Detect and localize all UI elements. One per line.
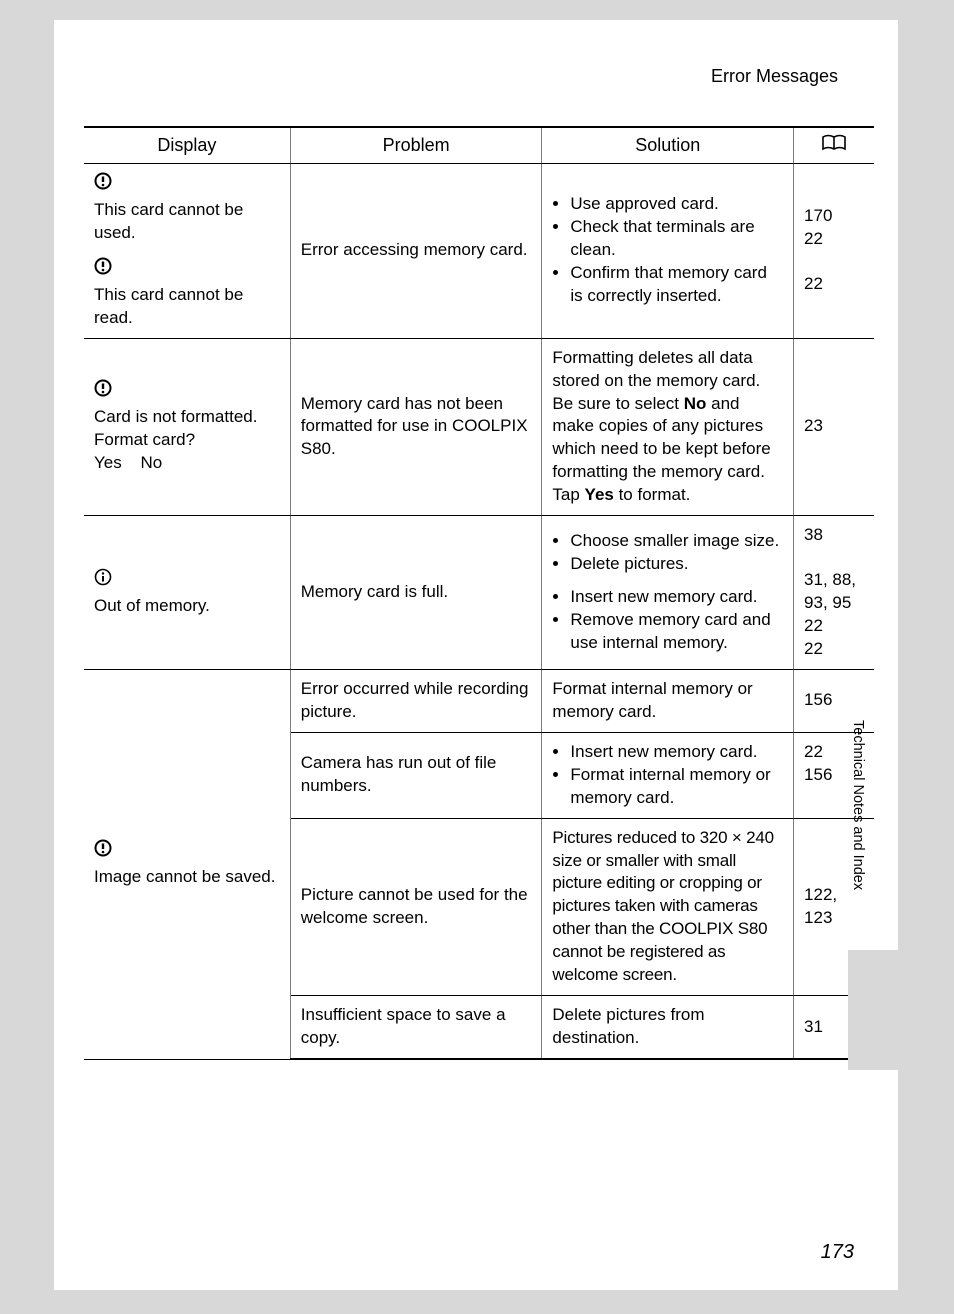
cell-solution: Format internal memory or memory card.	[542, 669, 794, 732]
page-ref: 22	[804, 228, 864, 251]
table-row: This card cannot be used. This card cann…	[84, 164, 874, 339]
page-number: 173	[821, 1241, 854, 1264]
page-ref: 170	[804, 205, 864, 228]
solution-item: Insert new memory card.	[570, 741, 783, 764]
display-text: Format card?	[94, 430, 195, 449]
solution-item: Remove memory card and use internal memo…	[570, 609, 783, 655]
solution-item: Insert new memory card.	[570, 586, 783, 609]
col-display: Display	[84, 127, 290, 164]
cell-problem: Memory card has not been formatted for u…	[290, 338, 542, 516]
display-text: Out of memory.	[94, 596, 210, 615]
solution-item: Confirm that memory card is correctly in…	[570, 262, 783, 308]
solution-item: Choose smaller image size.	[570, 530, 783, 553]
display-text: Card is not formatted.	[94, 407, 257, 426]
cell-display: This card cannot be used. This card cann…	[84, 164, 290, 339]
book-icon	[821, 134, 847, 157]
cell-solution: Formatting deletes all data stored on th…	[542, 338, 794, 516]
col-problem: Problem	[290, 127, 542, 164]
page-ref: 22	[804, 638, 864, 661]
cell-problem: Camera has run out of file numbers.	[290, 732, 542, 818]
section-title: Error Messages	[711, 66, 838, 87]
cell-problem: Picture cannot be used for the welcome s…	[290, 818, 542, 996]
info-icon	[94, 568, 112, 593]
cell-reference: 170 22 22	[794, 164, 874, 339]
manual-page: Error Messages Display Problem Solution	[54, 20, 898, 1290]
cell-reference: 38 31, 88, 93, 95 22 22	[794, 516, 874, 670]
side-chapter-label: Technical Notes and Index	[850, 720, 866, 890]
table-row: Out of memory. Memory card is full. Choo…	[84, 516, 874, 670]
cell-solution: Insert new memory card. Format internal …	[542, 732, 794, 818]
error-messages-table: Display Problem Solution This card canno…	[84, 126, 874, 1060]
col-reference	[794, 127, 874, 164]
solution-item: Format internal memory or memory card.	[570, 764, 783, 810]
page-ref: 31, 88, 93, 95	[804, 569, 864, 615]
cell-problem: Insufficient space to save a copy.	[290, 996, 542, 1059]
table-row: Card is not formatted. Format card? Yes …	[84, 338, 874, 516]
table-row: Image cannot be saved. Error occurred wh…	[84, 669, 874, 732]
solution-item: Use approved card.	[570, 193, 783, 216]
table-header-row: Display Problem Solution	[84, 127, 874, 164]
solution-text: to format.	[614, 485, 691, 504]
bold-no: No	[684, 394, 707, 413]
cell-solution: Choose smaller image size. Delete pictur…	[542, 516, 794, 670]
warning-icon	[94, 839, 112, 864]
warning-icon	[94, 257, 112, 282]
option-yes: Yes	[94, 452, 122, 475]
page-ref: 22	[804, 615, 864, 638]
cell-problem: Error occurred while recording picture.	[290, 669, 542, 732]
cell-problem: Memory card is full.	[290, 516, 542, 670]
display-text: This card cannot be used.	[94, 200, 243, 242]
cell-solution: Delete pictures from destination.	[542, 996, 794, 1059]
cell-solution: Pictures reduced to 320 × 240 size or sm…	[542, 818, 794, 996]
cell-display: Out of memory.	[84, 516, 290, 670]
cell-reference: 23	[794, 338, 874, 516]
cell-display: Image cannot be saved.	[84, 669, 290, 1059]
solution-item: Check that terminals are clean.	[570, 216, 783, 262]
side-thumb-tab	[848, 950, 898, 1070]
display-text: This card cannot be read.	[94, 285, 243, 327]
cell-solution: Use approved card. Check that terminals …	[542, 164, 794, 339]
cell-display: Card is not formatted. Format card? Yes …	[84, 338, 290, 516]
option-no: No	[140, 452, 162, 475]
page-ref: 38	[804, 524, 864, 547]
display-text: Image cannot be saved.	[94, 867, 275, 886]
warning-icon	[94, 379, 112, 404]
col-solution: Solution	[542, 127, 794, 164]
bold-yes: Yes	[585, 485, 614, 504]
solution-item: Delete pictures.	[570, 553, 783, 576]
page-ref: 22	[804, 273, 864, 296]
warning-icon	[94, 172, 112, 197]
cell-problem: Error accessing memory card.	[290, 164, 542, 339]
